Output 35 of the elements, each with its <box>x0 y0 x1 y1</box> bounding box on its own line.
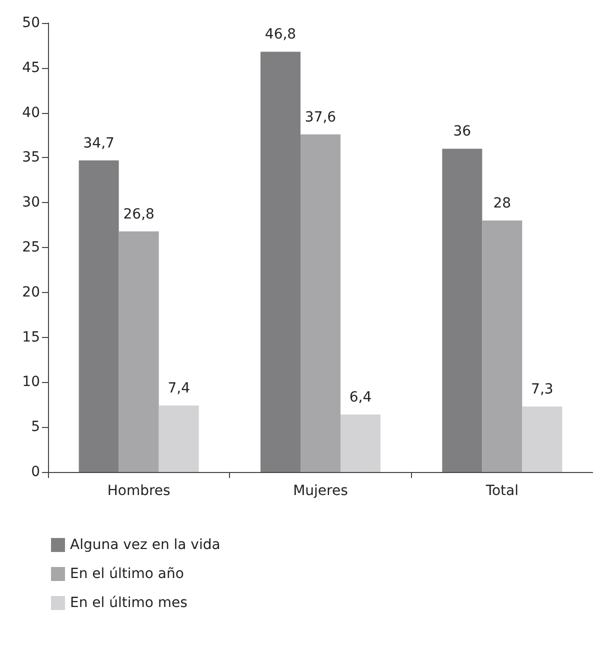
y-tick-label: 50 <box>22 15 40 31</box>
data-label: 46,8 <box>264 26 296 43</box>
x-tick-label: Total <box>484 483 519 499</box>
bar <box>482 220 522 472</box>
data-label: 7,3 <box>531 381 554 398</box>
y-tick-label: 40 <box>22 104 40 121</box>
y-tick-label: 15 <box>22 329 40 346</box>
y-tick-label: 20 <box>22 284 40 300</box>
bar <box>158 406 199 472</box>
x-tick-label: Mujeres <box>293 483 348 499</box>
bar <box>300 134 340 472</box>
bar <box>442 148 482 472</box>
y-tick-label: 25 <box>22 240 40 256</box>
y-tick-label: 0 <box>31 464 40 480</box>
data-label: 7,4 <box>168 380 190 397</box>
bar <box>118 231 159 472</box>
data-label: 6,4 <box>349 390 372 406</box>
y-tick-label: 35 <box>22 150 40 166</box>
legend-label: Alguna vez en la vida <box>70 537 220 553</box>
bar <box>522 406 562 472</box>
legend-label: En el último año <box>70 566 184 582</box>
x-tick-label: Hombres <box>107 483 170 499</box>
y-tick-label: 45 <box>22 60 40 76</box>
bar <box>260 52 300 472</box>
y-tick-label: 10 <box>22 374 40 390</box>
data-label: 37,6 <box>304 109 336 126</box>
legend-label: En el último mes <box>70 595 188 611</box>
data-label: 34,7 <box>83 135 114 152</box>
y-tick-label: 30 <box>22 194 40 211</box>
bar <box>340 414 380 472</box>
data-label: 36 <box>453 124 472 140</box>
data-label: 26,8 <box>123 206 154 222</box>
bar <box>78 160 119 472</box>
y-tick-label: 5 <box>31 419 40 436</box>
data-label: 28 <box>493 196 512 212</box>
